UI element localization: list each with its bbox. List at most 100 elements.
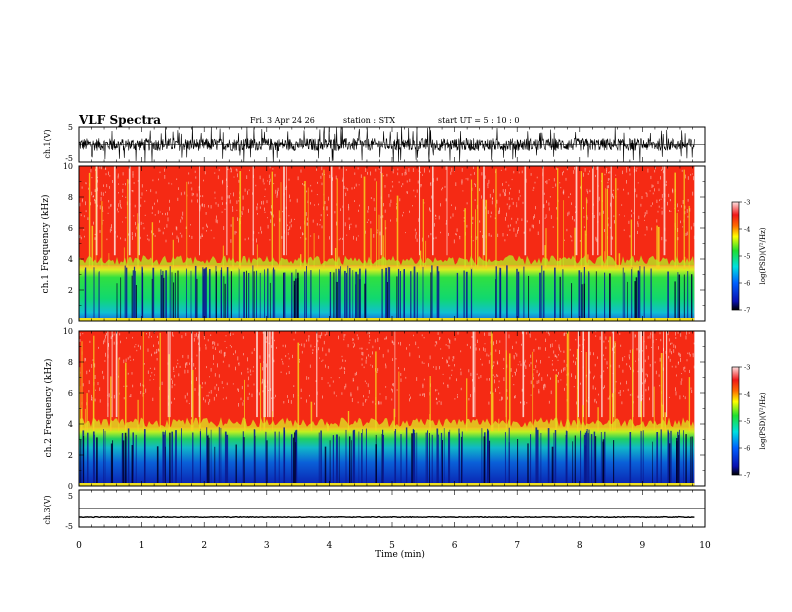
spectrogram-speckle	[311, 189, 313, 193]
spectrogram-speckle	[656, 199, 658, 203]
spectrogram-speckle	[343, 334, 345, 338]
spectrogram-speckle	[536, 370, 538, 373]
spectrogram-speckle	[623, 188, 624, 191]
spectrogram-speckle	[684, 211, 686, 215]
spectrogram-speckle	[355, 224, 357, 228]
spectrogram-speckle	[691, 390, 693, 393]
spectrogram-speckle	[351, 187, 353, 190]
spectrogram-speckle	[618, 214, 620, 216]
spectrogram-speckle	[418, 218, 420, 222]
spectrogram-speckle	[249, 169, 250, 172]
spectrogram-speckle	[559, 182, 561, 184]
spectrogram-speckle	[472, 379, 473, 382]
spectrogram-speckle	[202, 227, 204, 230]
spectrogram-speckle	[573, 354, 574, 357]
spectrogram-speckle	[641, 196, 643, 199]
spectrogram-speckle	[596, 238, 598, 243]
spectrogram-speckle	[106, 333, 107, 336]
spectrogram-speckle	[273, 397, 275, 399]
spectrogram-speckle	[143, 392, 145, 394]
spectrogram-speckle	[627, 388, 629, 392]
spectrogram-speckle	[412, 168, 414, 172]
spectrogram-speckle	[564, 239, 565, 241]
spectrogram-speckle	[159, 211, 161, 213]
colorbar-tick-label: -6	[744, 280, 750, 288]
spectrogram-speckle	[333, 391, 335, 395]
spectrogram-speckle	[513, 356, 515, 360]
spectrogram-speckle	[465, 178, 467, 180]
spectrogram-speckle	[181, 234, 183, 238]
spectrogram-speckle	[191, 192, 193, 197]
spectrogram-speckle	[629, 173, 631, 176]
spectrogram-speckle	[677, 203, 678, 208]
spectrogram-speckle	[298, 360, 300, 363]
spectrogram-speckle	[105, 334, 106, 339]
spectrogram-speckle	[416, 377, 418, 381]
spectrogram-speckle	[550, 343, 551, 348]
spectrogram-speckle	[151, 353, 152, 357]
spectrogram-speckle	[470, 394, 471, 398]
x-tick-label: 0	[76, 541, 82, 551]
spectrogram-speckle	[187, 369, 189, 374]
spectrogram-speckle	[354, 186, 355, 189]
spectrogram-speckle	[548, 333, 550, 336]
spectrogram-speckle	[249, 369, 251, 373]
spectrogram-speckle	[255, 184, 257, 187]
spectrogram-speckle	[626, 380, 627, 385]
spectrogram-speckle	[378, 401, 380, 405]
spectrogram-speckle	[385, 386, 387, 388]
spectrogram-speckle	[393, 383, 394, 387]
spectrogram-speckle	[135, 232, 136, 237]
spectrogram-speckle	[193, 338, 195, 342]
spectrogram-speckle	[567, 212, 569, 217]
spectrogram-speckle	[535, 365, 537, 369]
spectrogram-speckle	[282, 362, 284, 365]
spectrogram-speckle	[154, 351, 156, 355]
spectrogram-speckle	[198, 334, 199, 338]
spectrogram-speckle	[629, 235, 631, 238]
spectrogram-dc-line	[79, 483, 695, 486]
spectrogram-speckle	[400, 373, 402, 376]
spectrogram-speckle	[206, 230, 207, 232]
spectrogram-speckle	[459, 236, 461, 240]
spectrogram-speckle	[354, 200, 355, 202]
spectrogram-speckle	[350, 392, 352, 396]
spectrogram-speckle	[351, 398, 353, 402]
spectrogram-speckle	[213, 363, 214, 365]
spectrogram-speckle	[116, 235, 118, 238]
spectrogram-speckle	[619, 390, 621, 394]
spectrogram-speckle	[369, 356, 371, 358]
spectrogram-speckle	[629, 357, 630, 360]
spectrogram-speckle	[173, 371, 175, 372]
spectrogram-speckle	[312, 351, 314, 354]
spectrogram-speckle	[244, 188, 246, 192]
spectrogram-speckle	[218, 169, 220, 172]
spectrogram-speckle	[501, 396, 502, 401]
spectrogram-speckle	[422, 174, 423, 176]
spectrogram-speckle	[97, 179, 98, 183]
spectrogram-speckle	[413, 189, 415, 192]
spectrogram-speckle	[645, 373, 647, 376]
spectrogram-speckle	[357, 401, 359, 404]
spectrogram-speckle	[573, 386, 575, 388]
spectrogram-speckle	[408, 168, 410, 172]
spectrogram-speckle	[660, 338, 662, 342]
spectrogram-speckle	[621, 401, 623, 405]
spectrogram-speckle	[94, 199, 96, 204]
spectrogram-speckle	[289, 194, 290, 199]
spectrogram-speckle	[434, 344, 436, 347]
spectrogram-speckle	[435, 341, 437, 343]
spectrogram-speckle	[238, 179, 240, 183]
spectrogram-speckle	[166, 224, 168, 228]
spectrogram-speckle	[552, 226, 554, 228]
spectrogram-speckle	[505, 181, 507, 183]
spectrogram-speckle	[392, 169, 394, 174]
spectrogram-speckle	[178, 373, 180, 377]
spectrogram-speckle	[564, 332, 566, 336]
spectrogram-speckle	[91, 397, 93, 401]
spectrogram-speckle	[618, 364, 620, 368]
spectrogram-speckle	[686, 231, 688, 236]
spectrogram-speckle	[134, 345, 136, 348]
spectrogram-speckle	[385, 363, 386, 366]
spectrogram-speckle	[517, 229, 518, 234]
